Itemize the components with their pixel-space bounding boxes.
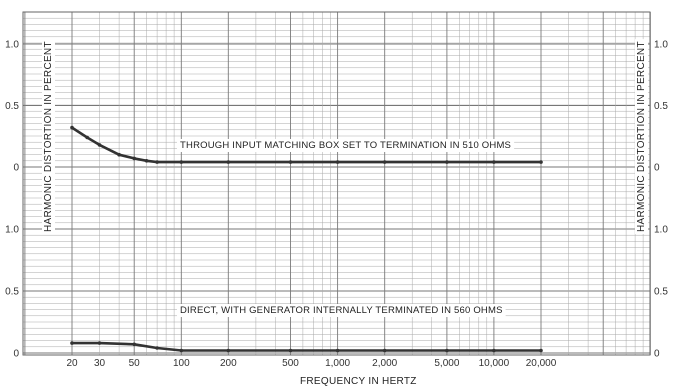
data-point-upper xyxy=(539,160,543,164)
data-point-upper xyxy=(155,160,159,164)
y-tick-label-right: 0.5 xyxy=(654,101,668,112)
data-point-lower xyxy=(492,348,496,353)
curves xyxy=(70,125,543,353)
y-tick-labels: 1.0 1.0 0.5 0.5 0 0 1.0 1.0 0.5 0.5 0 0 xyxy=(5,40,668,360)
data-point-lower xyxy=(226,348,231,353)
y-tick-label-left: 0.5 xyxy=(5,287,19,298)
y-tick-label-left: 1.0 xyxy=(5,40,19,51)
data-point-upper xyxy=(132,156,136,161)
data-point-lower xyxy=(179,348,184,353)
data-point-lower xyxy=(288,348,293,353)
data-point-lower xyxy=(132,342,136,347)
x-tick-label: 30 xyxy=(94,358,106,369)
x-tick-label: 200 xyxy=(220,358,237,369)
x-tick-label: 5,000 xyxy=(434,358,459,369)
plot-frame xyxy=(22,11,651,356)
x-tick-label: 1,000 xyxy=(325,358,350,369)
y-tick-label-right: 1.0 xyxy=(654,225,668,236)
lower-curve-annotation: DIRECT, WITH GENERATOR INTERNALLY TERMIN… xyxy=(180,305,503,316)
annotation-bg xyxy=(177,304,506,317)
data-point-upper xyxy=(288,160,293,164)
data-point-upper xyxy=(335,160,340,164)
data-point-lower xyxy=(97,341,102,345)
x-tick-labels: 20 30 50 100 200 500 1,000 2,000 5,000 10,000 20,0… xyxy=(66,358,556,369)
axis-label-bg xyxy=(635,39,648,234)
data-point-upper xyxy=(117,152,121,157)
y-axis-label-right: HARMONIC DISTORTION IN PERCENT xyxy=(636,41,647,232)
annotation-bg xyxy=(177,139,515,152)
y-tick-label-right: 1.0 xyxy=(654,40,668,51)
y-axis-label-left: HARMONIC DISTORTION IN PERCENT xyxy=(43,41,54,232)
data-point-lower xyxy=(155,346,159,350)
y-tick-label-left: 0 xyxy=(13,349,19,360)
data-point-upper xyxy=(97,143,102,147)
x-axis-label: FREQUENCY IN HERTZ xyxy=(300,376,417,387)
y-tick-label-right: 0 xyxy=(654,163,660,174)
data-point-upper xyxy=(70,125,74,130)
axis-label-bg xyxy=(42,39,55,234)
data-point-upper xyxy=(85,135,89,140)
x-tick-label: 50 xyxy=(129,358,141,369)
data-point-lower xyxy=(70,341,74,345)
x-tick-label: 20 xyxy=(66,358,78,369)
data-point-lower xyxy=(335,348,340,353)
grid xyxy=(22,11,651,356)
data-point-lower xyxy=(445,348,449,353)
y-tick-label-right: 0 xyxy=(654,349,660,360)
data-point-upper xyxy=(226,160,231,164)
x-tick-label: 100 xyxy=(173,358,190,369)
y-tick-label-left: 0.5 xyxy=(5,101,19,112)
data-point-lower xyxy=(539,348,543,353)
upper-curve-annotation: THROUGH INPUT MATCHING BOX SET TO TERMIN… xyxy=(180,140,511,151)
data-point-upper xyxy=(382,160,387,164)
y-tick-label-right: 0.5 xyxy=(654,287,668,298)
x-tick-label: 2,000 xyxy=(372,358,397,369)
x-tick-label: 10,000 xyxy=(479,358,510,369)
data-point-upper xyxy=(179,160,184,164)
series-line-lower xyxy=(70,341,543,352)
x-tick-label: 20,000 xyxy=(526,358,557,369)
data-point-upper xyxy=(492,160,496,164)
x-tick-label: 500 xyxy=(282,358,299,369)
y-tick-label-left: 1.0 xyxy=(5,225,19,236)
data-point-upper xyxy=(144,159,149,163)
data-point-lower xyxy=(382,348,387,353)
y-tick-label-left: 0 xyxy=(13,163,19,174)
data-point-upper xyxy=(445,160,449,164)
